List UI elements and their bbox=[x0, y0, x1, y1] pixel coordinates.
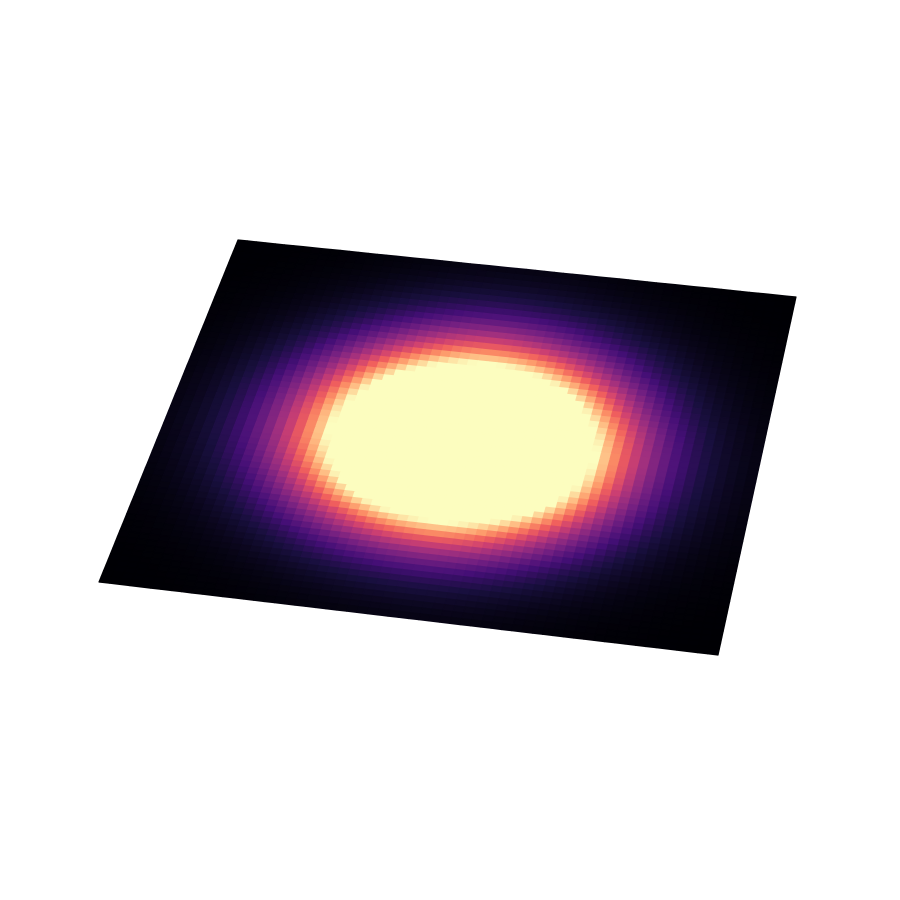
surface-cell bbox=[707, 647, 720, 656]
surface-cell bbox=[686, 644, 700, 654]
surface-cell bbox=[696, 645, 710, 655]
surface-cell bbox=[624, 637, 638, 646]
surface-cells bbox=[98, 239, 797, 656]
